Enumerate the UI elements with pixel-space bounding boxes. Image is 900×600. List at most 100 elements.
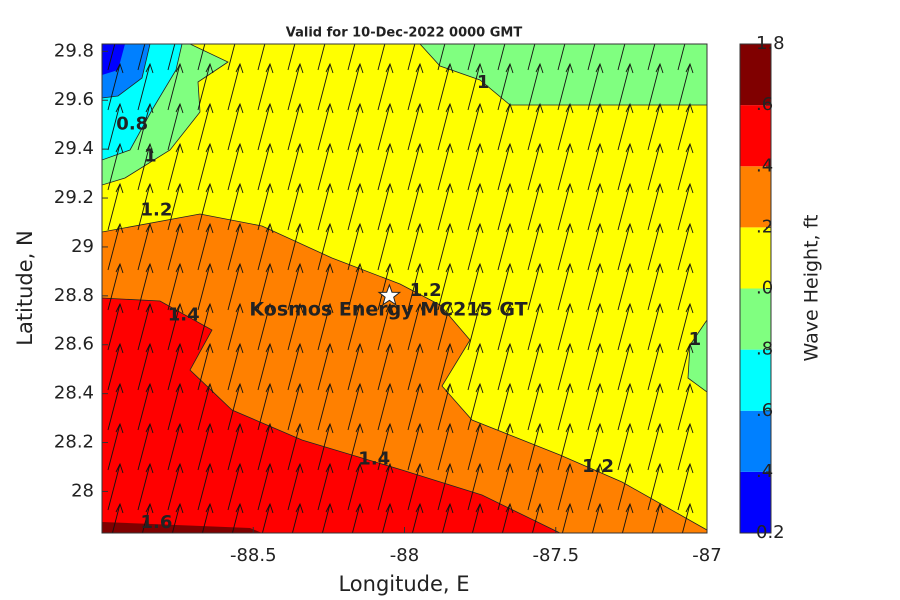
y-tick-label: 29.4 [54,138,94,159]
vector [561,503,571,533]
vector-head [235,102,244,114]
vector [677,63,691,111]
vector [347,223,361,271]
y-tick-label: 28.4 [54,383,94,404]
vector-head [655,262,664,274]
vector [137,343,151,391]
vector [167,143,181,191]
vector-head [115,102,124,114]
vector-head [176,24,183,33]
vector [708,224,720,270]
vector [197,223,211,271]
vector-head [355,102,364,114]
vector-head [445,462,454,474]
vector-head [235,142,244,154]
y-tick-label: 28 [71,480,94,501]
vector [167,263,181,311]
vector [587,183,601,231]
vector [407,143,421,191]
vector-head [565,102,574,114]
vector [167,183,181,231]
vector-head [115,422,124,434]
vector [227,63,241,111]
contour-label: 1.4 [358,449,390,470]
vector [107,263,121,311]
vector [467,423,481,471]
vector [587,263,601,311]
vector [617,343,631,391]
x-tick-label: -87 [692,545,721,566]
vector-head [295,502,304,514]
vector-head [475,142,484,154]
vector [227,103,241,151]
vector [437,263,451,311]
vector-head [415,502,424,514]
vector-head [115,222,124,234]
vector [557,303,571,351]
vector-head [265,342,274,354]
vector [231,503,241,533]
colorbar-band [740,105,771,167]
vector [287,63,301,111]
vector [377,223,391,271]
colorbar-tick-label: .6 [756,400,773,421]
vector-head [716,104,723,113]
vector [617,263,631,311]
vector [227,423,241,471]
vector-head [205,422,214,434]
vector [201,503,211,533]
vector-head [685,462,694,474]
vector-head [355,182,364,194]
vector-head [595,302,604,314]
vector-head [655,62,664,74]
vector [677,44,686,71]
vector [647,183,661,231]
vector-head [206,24,213,33]
vector-head [535,262,544,274]
vector-head [595,382,604,394]
vector [347,103,361,151]
colorbar-band [740,410,771,472]
vector-head [325,422,334,434]
vector-head [145,182,154,194]
vector-head [355,502,364,514]
vector [467,303,481,351]
vector-head [325,142,334,154]
vector [708,304,720,350]
vector-head [415,142,424,154]
vector-field [107,24,723,533]
x-tick-label: -88 [390,545,419,566]
vector [167,423,181,471]
vector [497,343,511,391]
colorbar-band [740,227,771,289]
vector-head [355,342,364,354]
vector [527,263,541,311]
vector-head [685,382,694,394]
y-tick-label: 28.8 [54,285,94,306]
vector [497,463,511,511]
vector-head [265,502,274,514]
vector [708,184,720,230]
vector [167,63,181,111]
vector-head [565,382,574,394]
vector-head [145,502,154,514]
vector [167,223,181,271]
vector [677,423,691,471]
vector-head [145,302,154,314]
vector [171,503,181,533]
vector-head [295,182,304,194]
vector-head [415,342,424,354]
vector [708,144,720,190]
vector-head [655,462,664,474]
vector-head [295,262,304,274]
vector [497,423,511,471]
vector [557,183,571,231]
vector [257,463,271,511]
vector [497,303,511,351]
colorbar-tick-label: 1.8 [756,33,785,54]
contour-label: 1.2 [141,199,173,220]
vector-head [146,24,153,33]
vector [677,143,691,191]
vector-head [325,182,334,194]
vector-head [505,182,514,194]
